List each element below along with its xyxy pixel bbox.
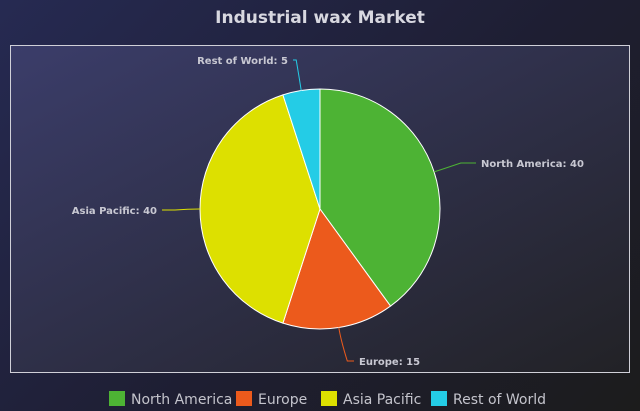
data-label-asia-pacific: Asia Pacific: 40 [72,206,157,217]
legend-item-rest-of-world[interactable]: Rest of World [431,391,546,408]
slice-labels: North America: 40 Europe: 15 Asia Pacific:… [72,56,584,368]
slice-rest-of-world[interactable] [282,88,321,210]
data-label-north-america: North America: 40 [481,159,584,170]
legend-label-asia-pacific: Asia Pacific [343,392,421,408]
legend-label-europe: Europe [258,392,307,408]
legend-label-north-america: North America [131,392,232,408]
pie-slices [199,88,441,330]
chart-title: Industrial wax Market [215,8,425,28]
legend-swatch-europe [236,391,252,406]
leader-line-rest-of-world [293,59,302,91]
legend-swatch-north-america [109,391,125,406]
legend-item-north-america[interactable]: North America [109,391,232,408]
label-leader-lines [162,59,476,362]
leader-line-europe [338,327,354,362]
legend-item-asia-pacific[interactable]: Asia Pacific [321,391,421,408]
leader-line-north-america [433,162,476,173]
legend-item-europe[interactable]: Europe [236,391,307,408]
slice-europe[interactable] [282,207,392,330]
data-label-rest-of-world: Rest of World: 5 [197,56,288,67]
legend: North America Europe Asia Pacific Rest of W… [109,391,546,408]
legend-label-rest-of-world: Rest of World [453,392,546,408]
leader-line-asia-pacific [162,208,201,211]
legend-swatch-rest-of-world [431,391,447,406]
data-label-europe: Europe: 15 [359,357,420,368]
legend-swatch-asia-pacific [321,391,337,406]
